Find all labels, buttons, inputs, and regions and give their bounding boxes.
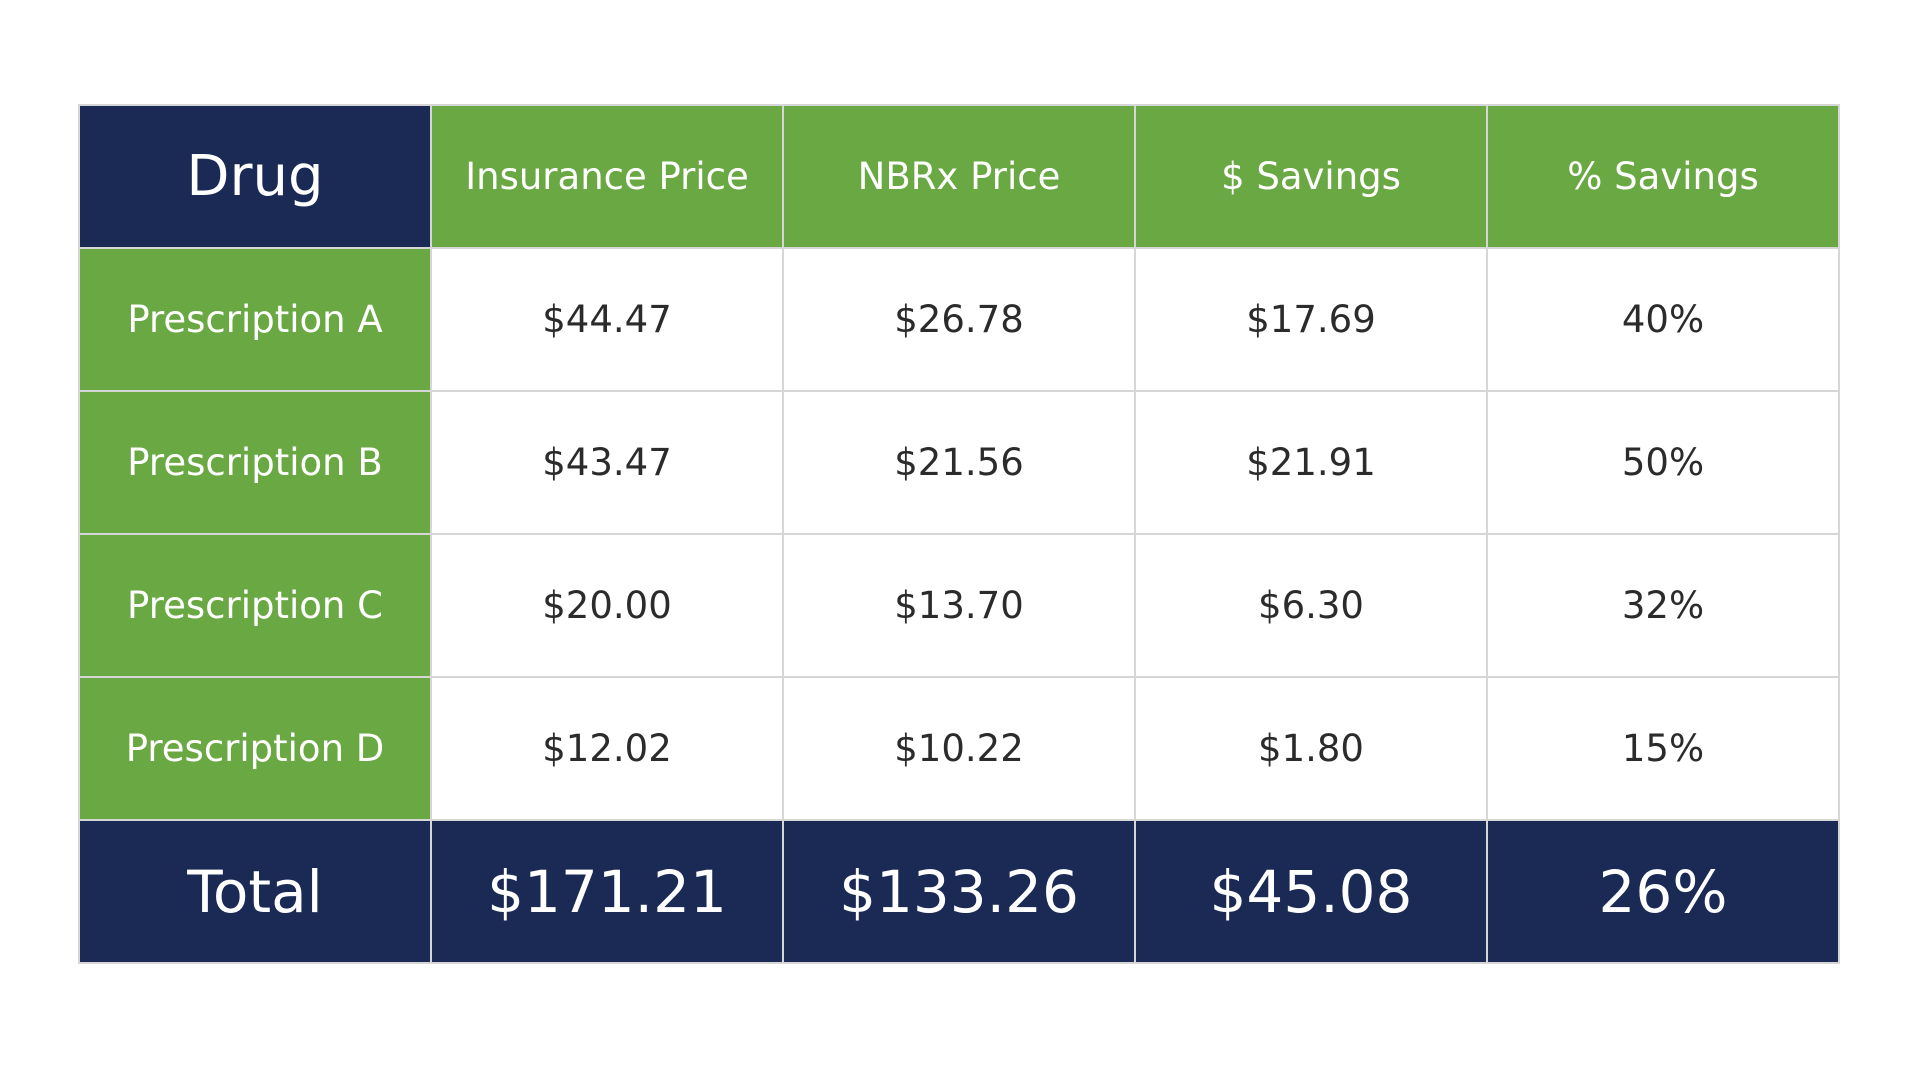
drug-name: Prescription A (78, 247, 432, 392)
total-percent-savings: 26% (1486, 819, 1840, 964)
total-nbrx-price: $133.26 (782, 819, 1136, 964)
insurance-price: $12.02 (430, 676, 784, 821)
insurance-price: $43.47 (430, 390, 784, 535)
total-row: Total $171.21 $133.26 $45.08 26% (78, 819, 1840, 964)
nbrx-price: $10.22 (782, 676, 1136, 821)
dollar-savings: $6.30 (1134, 533, 1488, 678)
nbrx-price: $21.56 (782, 390, 1136, 535)
header-insurance-price: Insurance Price (430, 104, 784, 249)
dollar-savings: $17.69 (1134, 247, 1488, 392)
header-row: Drug Insurance Price NBRx Price $ Saving… (78, 104, 1840, 249)
total-insurance-price: $171.21 (430, 819, 784, 964)
header-drug: Drug (78, 104, 432, 249)
total-label: Total (78, 819, 432, 964)
table-row: Prescription A $44.47 $26.78 $17.69 40% (78, 247, 1840, 392)
insurance-price: $20.00 (430, 533, 784, 678)
nbrx-price: $13.70 (782, 533, 1136, 678)
dollar-savings: $1.80 (1134, 676, 1488, 821)
percent-savings: 50% (1486, 390, 1840, 535)
header-dollar-savings: $ Savings (1134, 104, 1488, 249)
header-nbrx-price: NBRx Price (782, 104, 1136, 249)
drug-name: Prescription D (78, 676, 432, 821)
drug-name: Prescription B (78, 390, 432, 535)
percent-savings: 15% (1486, 676, 1840, 821)
table-row: Prescription D $12.02 $10.22 $1.80 15% (78, 676, 1840, 821)
price-comparison-table: Drug Insurance Price NBRx Price $ Saving… (78, 104, 1840, 964)
total-dollar-savings: $45.08 (1134, 819, 1488, 964)
nbrx-price: $26.78 (782, 247, 1136, 392)
percent-savings: 40% (1486, 247, 1840, 392)
header-percent-savings: % Savings (1486, 104, 1840, 249)
percent-savings: 32% (1486, 533, 1840, 678)
drug-name: Prescription C (78, 533, 432, 678)
table-row: Prescription C $20.00 $13.70 $6.30 32% (78, 533, 1840, 678)
table-row: Prescription B $43.47 $21.56 $21.91 50% (78, 390, 1840, 535)
insurance-price: $44.47 (430, 247, 784, 392)
dollar-savings: $21.91 (1134, 390, 1488, 535)
